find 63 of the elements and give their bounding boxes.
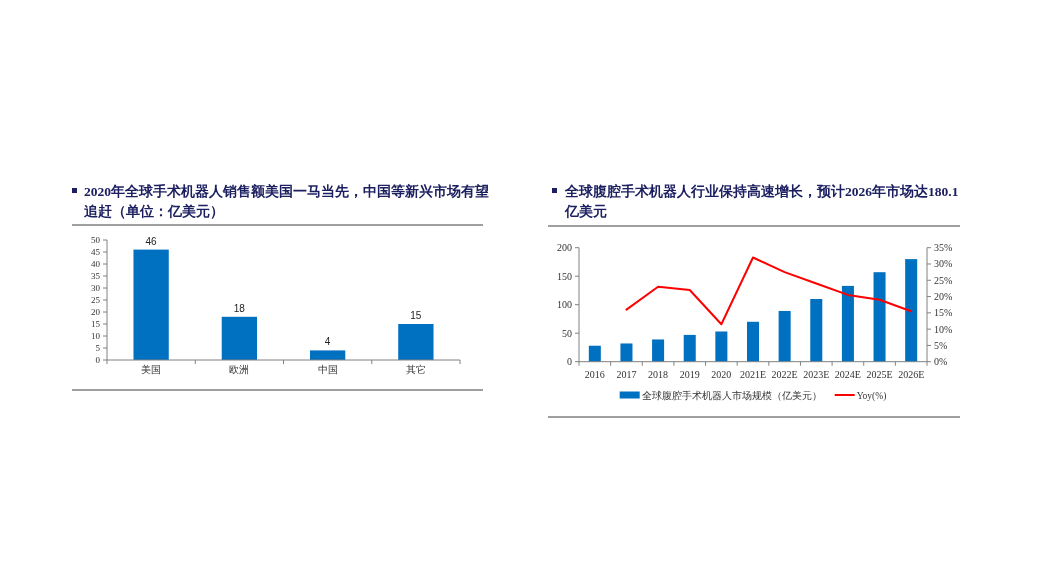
y2-tick-label: 10% <box>934 323 953 335</box>
chart-title: 2020年全球手术机器人销售额美国一马当先，中国等新兴市场有望追赶（单位：亿美元） <box>83 183 489 219</box>
y-tick-label: 35 <box>91 271 101 282</box>
bar <box>309 350 346 360</box>
y-tick-label: 50 <box>91 235 101 246</box>
bar <box>841 285 854 362</box>
x-tick-label: 2018 <box>648 369 669 380</box>
x-tick-label: 2017 <box>616 369 637 380</box>
y2-tick-label: 25% <box>934 274 953 286</box>
x-tick-label: 欧洲 <box>229 364 250 375</box>
x-tick-label: 2021E <box>739 369 767 380</box>
bar <box>746 321 760 362</box>
y-tick-label: 20 <box>91 307 101 318</box>
y-tick-label: 30 <box>91 283 101 294</box>
y-tick-label: 150 <box>557 270 572 282</box>
bar <box>905 259 918 362</box>
y-tick-label: 0 <box>95 355 101 366</box>
bar <box>221 316 258 360</box>
bar <box>133 249 169 360</box>
x-tick-label: 2022E <box>771 369 798 380</box>
data-label: 18 <box>233 302 246 314</box>
bar <box>588 345 601 362</box>
y-tick-label: 45 <box>91 247 101 258</box>
bar <box>715 331 728 362</box>
bar <box>810 299 823 362</box>
y-tick-label: 25 <box>91 295 101 306</box>
bar <box>778 310 791 362</box>
y-tick-label: 15 <box>91 319 101 330</box>
y-tick-label: 0 <box>567 356 572 368</box>
x-tick-label: 2020 <box>711 369 732 380</box>
chart-title: 全球腹腔手术机器人行业保持高速增长，预计2026年市场达180.1亿美元 <box>564 183 959 219</box>
y2-tick-label: 15% <box>934 307 953 319</box>
bar <box>398 324 434 360</box>
x-tick-label: 美国 <box>141 364 162 375</box>
x-tick-label: 2023E <box>803 369 830 380</box>
y2-tick-label: 30% <box>934 258 953 270</box>
y2-tick-label: 5% <box>934 339 948 351</box>
bar <box>873 272 886 362</box>
bar <box>683 334 696 362</box>
x-tick-label: 其它 <box>405 364 426 375</box>
x-tick-label: 中国 <box>317 364 338 375</box>
y2-tick-label: 35% <box>934 242 953 254</box>
line-series <box>625 256 913 326</box>
data-label: 15 <box>410 310 422 321</box>
y-tick-label: 100 <box>557 299 572 311</box>
y2-tick-label: 20% <box>934 291 953 303</box>
legend-label: Yoy(%) <box>856 390 887 402</box>
data-label: 46 <box>145 235 158 247</box>
x-tick-label: 2024E <box>834 369 861 380</box>
y-tick-label: 5 <box>95 343 101 354</box>
y-tick-label: 40 <box>91 259 101 270</box>
y-tick-label: 200 <box>557 242 572 254</box>
x-tick-label: 2026E <box>898 369 925 380</box>
bar <box>620 343 633 362</box>
y2-tick-label: 0% <box>934 356 948 368</box>
x-tick-label: 2016 <box>584 369 605 380</box>
data-label: 4 <box>324 336 331 348</box>
y-tick-label: 10 <box>91 331 101 342</box>
x-tick-label: 2019 <box>679 369 700 380</box>
y-tick-label: 50 <box>562 327 572 339</box>
legend-label: 全球腹腔手术机器人市场规模（亿美元） <box>641 389 822 401</box>
x-tick-label: 2025E <box>866 369 893 380</box>
bar <box>652 339 665 362</box>
